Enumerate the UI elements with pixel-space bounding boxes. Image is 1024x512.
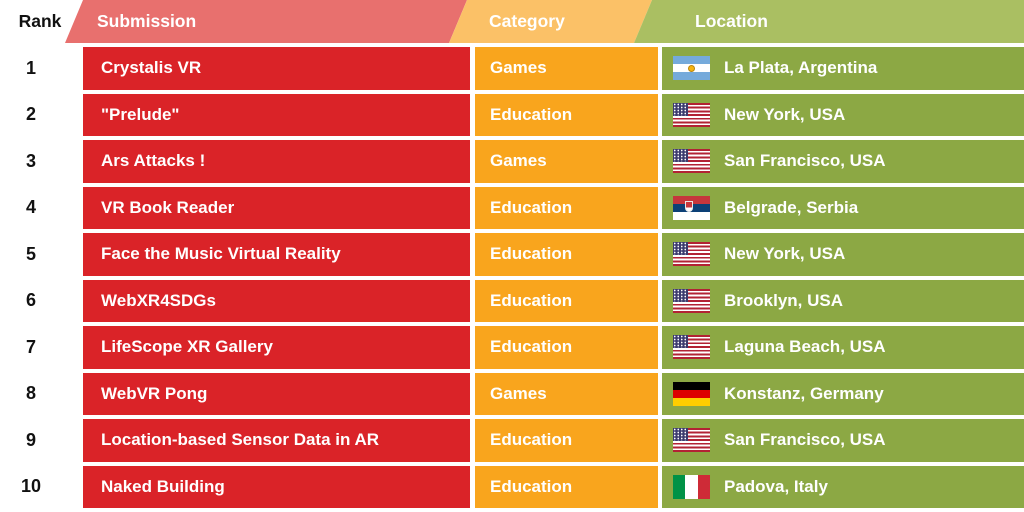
rank-cell: 9 <box>25 429 36 450</box>
submission-cell: "Prelude" <box>83 93 470 136</box>
table-row: 5 Face the Music Virtual Reality Educati… <box>0 233 1024 276</box>
argentina-flag-icon <box>673 56 710 81</box>
submission-label: LifeScope XR Gallery <box>101 337 273 357</box>
germany-flag-icon <box>673 381 710 406</box>
table-row: 4 VR Book Reader Education Belgrade, Ser… <box>0 186 1024 229</box>
usa-flag-icon <box>673 102 710 127</box>
location-label: New York, USA <box>724 244 846 264</box>
submission-label: VR Book Reader <box>101 197 235 217</box>
submission-header-shape <box>65 0 467 43</box>
location-cell: Konstanz, Germany <box>662 372 1024 415</box>
category-cell: Education <box>475 419 658 462</box>
serbia-flag-icon <box>673 195 710 220</box>
submission-cell: Naked Building <box>83 465 470 508</box>
location-cell: Laguna Beach, USA <box>662 326 1024 369</box>
usa-flag-icon <box>673 428 710 453</box>
location-cell: New York, USA <box>662 233 1024 276</box>
submission-cell: LifeScope XR Gallery <box>83 326 470 369</box>
location-cell: Brooklyn, USA <box>662 279 1024 322</box>
location-cell: Belgrade, Serbia <box>662 186 1024 229</box>
rank-cell: 4 <box>25 197 36 218</box>
category-cell: Games <box>475 47 658 90</box>
table-row: 9 Location-based Sensor Data in AR Educa… <box>0 419 1024 462</box>
location-cell: La Plata, Argentina <box>662 47 1024 90</box>
submission-cell: Face the Music Virtual Reality <box>83 233 470 276</box>
category-cell: Education <box>475 233 658 276</box>
rank-cell: 6 <box>25 290 36 311</box>
submission-cell: Crystalis VR <box>83 47 470 90</box>
italy-flag-icon <box>673 474 710 499</box>
submission-cell: Ars Attacks ! <box>83 140 470 183</box>
category-cell: Education <box>475 186 658 229</box>
table-body: 1 Crystalis VR Games La Plata, Argentina… <box>0 47 1024 512</box>
submission-label: "Prelude" <box>101 104 180 124</box>
submission-label: Naked Building <box>101 476 225 496</box>
location-cell: Padova, Italy <box>662 465 1024 508</box>
table-row: 2 "Prelude" Education New York, USA <box>0 93 1024 136</box>
location-label: Brooklyn, USA <box>724 290 844 310</box>
category-header-shape <box>449 0 652 43</box>
column-header-location: Location <box>695 11 768 31</box>
category-cell: Education <box>475 326 658 369</box>
table-row: 8 WebVR Pong Games Konstanz, Germany <box>0 372 1024 415</box>
table-row: 3 Ars Attacks ! Games San Francisco, USA <box>0 140 1024 183</box>
category-label: Education <box>490 476 573 496</box>
location-label: Konstanz, Germany <box>724 383 884 403</box>
category-cell: Education <box>475 279 658 322</box>
column-header-rank: Rank <box>18 11 62 31</box>
usa-flag-icon <box>673 149 710 174</box>
location-header-shape <box>634 0 1024 43</box>
submission-label: Crystalis VR <box>101 58 202 78</box>
location-label: New York, USA <box>724 104 846 124</box>
category-label: Education <box>490 244 573 264</box>
rank-cell: 7 <box>25 336 36 357</box>
submission-label: WebXR4SDGs <box>101 290 216 310</box>
category-label: Education <box>490 104 573 124</box>
column-header-category: Category <box>489 11 565 31</box>
location-cell: San Francisco, USA <box>662 140 1024 183</box>
submission-label: Ars Attacks ! <box>101 151 206 171</box>
submission-cell: WebXR4SDGs <box>83 279 470 322</box>
category-label: Education <box>490 290 573 310</box>
category-cell: Education <box>475 93 658 136</box>
rank-cell: 1 <box>25 57 36 78</box>
location-label: San Francisco, USA <box>724 151 886 171</box>
table-row: 10 Naked Building Education Padova, Ital… <box>0 465 1024 508</box>
category-label: Education <box>490 197 573 217</box>
rank-cell: 5 <box>25 243 36 264</box>
rank-cell: 2 <box>25 104 36 125</box>
usa-flag-icon <box>673 242 710 267</box>
submission-label: WebVR Pong <box>101 383 208 403</box>
location-label: Padova, Italy <box>724 476 828 496</box>
column-header-submission: Submission <box>97 11 197 31</box>
rank-cell: 8 <box>25 383 36 404</box>
location-label: La Plata, Argentina <box>724 58 878 78</box>
submission-cell: Location-based Sensor Data in AR <box>83 419 470 462</box>
category-label: Games <box>490 151 547 171</box>
location-cell: New York, USA <box>662 93 1024 136</box>
category-cell: Education <box>475 465 658 508</box>
usa-flag-icon <box>673 288 710 313</box>
category-label: Games <box>490 58 547 78</box>
table-row: 1 Crystalis VR Games La Plata, Argentina <box>0 47 1024 90</box>
table-row: 7 LifeScope XR Gallery Education Laguna … <box>0 326 1024 369</box>
location-cell: San Francisco, USA <box>662 419 1024 462</box>
category-label: Education <box>490 337 573 357</box>
category-cell: Games <box>475 372 658 415</box>
rank-cell: 3 <box>25 150 36 171</box>
submission-label: Location-based Sensor Data in AR <box>101 430 380 450</box>
location-label: Laguna Beach, USA <box>724 337 886 357</box>
submission-cell: VR Book Reader <box>83 186 470 229</box>
category-label: Education <box>490 430 573 450</box>
location-label: Belgrade, Serbia <box>724 197 859 217</box>
location-label: San Francisco, USA <box>724 430 886 450</box>
usa-flag-icon <box>673 335 710 360</box>
category-cell: Games <box>475 140 658 183</box>
table-row: 6 WebXR4SDGs Education Brooklyn, USA <box>0 279 1024 322</box>
submission-label: Face the Music Virtual Reality <box>101 244 341 264</box>
category-label: Games <box>490 383 547 403</box>
submission-cell: WebVR Pong <box>83 372 470 415</box>
rank-cell: 10 <box>20 476 42 497</box>
